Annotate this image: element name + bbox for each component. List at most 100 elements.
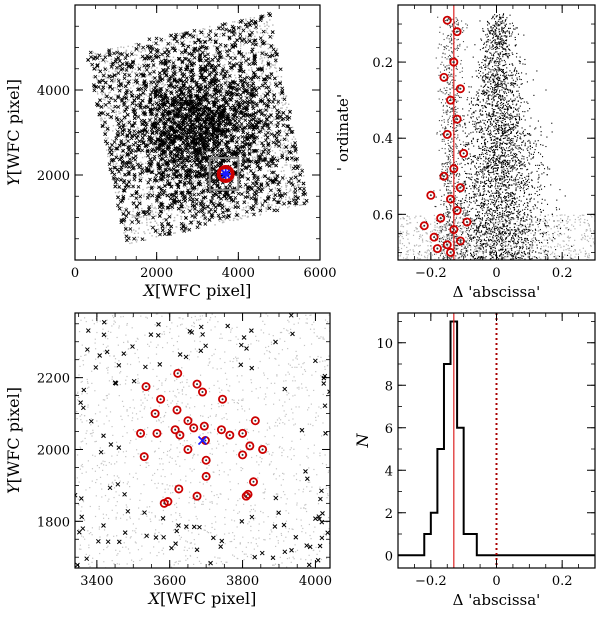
background-point: [115, 111, 117, 114]
background-point: [107, 77, 109, 80]
background-point: [104, 54, 106, 57]
background-point: [104, 117, 106, 120]
background-point: [262, 65, 264, 68]
background-point: [160, 197, 162, 199]
background-point: [211, 97, 214, 100]
background-point: [177, 43, 180, 45]
background-point: [144, 232, 146, 235]
background-point: [124, 51, 127, 53]
background-point: [158, 157, 160, 159]
background-point: [171, 156, 174, 159]
star-cross: [258, 99, 263, 104]
star-cross: [118, 51, 123, 56]
background-point: [116, 153, 118, 155]
background-point: [125, 143, 127, 145]
background-point: [223, 221, 225, 223]
background-point: [189, 50, 192, 53]
background-point: [141, 176, 144, 179]
star-cross: [259, 152, 264, 157]
background-point: [162, 86, 165, 88]
background-point: [206, 102, 209, 104]
background-point: [246, 172, 249, 174]
background-point: [109, 62, 111, 65]
background-point: [257, 51, 260, 53]
star-cross: [220, 97, 225, 102]
background-point: [96, 69, 99, 71]
background-point: [271, 193, 274, 196]
star-cross: [247, 62, 252, 67]
background-point: [226, 200, 228, 202]
background-point: [122, 110, 124, 113]
background-point: [222, 50, 225, 52]
star-cross: [151, 63, 156, 67]
star-cross: [302, 186, 306, 191]
star-cross: [242, 37, 247, 42]
background-point: [269, 51, 271, 54]
background-point: [132, 208, 135, 210]
star-cross: [162, 117, 167, 121]
background-point: [147, 157, 150, 159]
background-point: [105, 123, 107, 125]
background-point: [259, 58, 261, 60]
background-point: [123, 51, 125, 54]
background-point: [267, 201, 269, 204]
star-cross: [246, 186, 250, 191]
background-point: [252, 160, 254, 162]
star-cross: [218, 120, 223, 125]
background-point: [167, 158, 170, 160]
background-point: [180, 64, 183, 67]
star-cross: [165, 179, 170, 183]
background-point: [120, 130, 122, 132]
background-point: [243, 199, 246, 202]
background-point: [240, 217, 243, 220]
background-point: [249, 185, 251, 187]
background-point: [167, 179, 169, 181]
background-point: [280, 130, 282, 132]
background-point: [243, 209, 245, 211]
background-point: [99, 118, 102, 120]
background-point: [216, 77, 218, 80]
background-point: [302, 171, 304, 173]
background-point: [165, 167, 167, 170]
star-cross: [131, 184, 135, 189]
background-point: [280, 82, 282, 84]
background-point: [104, 131, 106, 133]
background-point: [168, 84, 170, 86]
star-cross: [161, 68, 166, 72]
background-point: [197, 188, 199, 190]
background-point: [142, 59, 144, 62]
background-point: [243, 167, 246, 169]
background-point: [149, 196, 152, 199]
star-cross: [260, 203, 265, 207]
star-cross: [213, 55, 218, 60]
background-point: [214, 38, 216, 40]
background-point: [124, 116, 127, 118]
background-point: [163, 47, 165, 49]
background-point: [233, 159, 236, 161]
background-point: [274, 175, 276, 178]
background-point: [103, 103, 105, 105]
star-cross: [125, 105, 130, 109]
background-point: [165, 218, 168, 220]
background-point: [150, 84, 153, 86]
background-point: [179, 211, 181, 213]
background-point: [191, 34, 193, 36]
background-point: [235, 212, 238, 214]
star-cross: [183, 48, 188, 53]
star-cross: [289, 176, 293, 181]
star-cross: [248, 33, 252, 38]
star-cross: [197, 121, 202, 126]
star-cross: [192, 79, 197, 84]
star-cross: [180, 60, 185, 65]
background-point: [287, 200, 290, 202]
background-point: [269, 19, 271, 21]
background-point: [121, 82, 124, 84]
background-point: [157, 132, 159, 134]
star-cross: [134, 95, 139, 100]
background-point: [183, 39, 186, 42]
background-point: [148, 215, 150, 217]
background-point: [136, 54, 138, 56]
star-cross: [107, 100, 112, 105]
background-point: [270, 107, 273, 109]
